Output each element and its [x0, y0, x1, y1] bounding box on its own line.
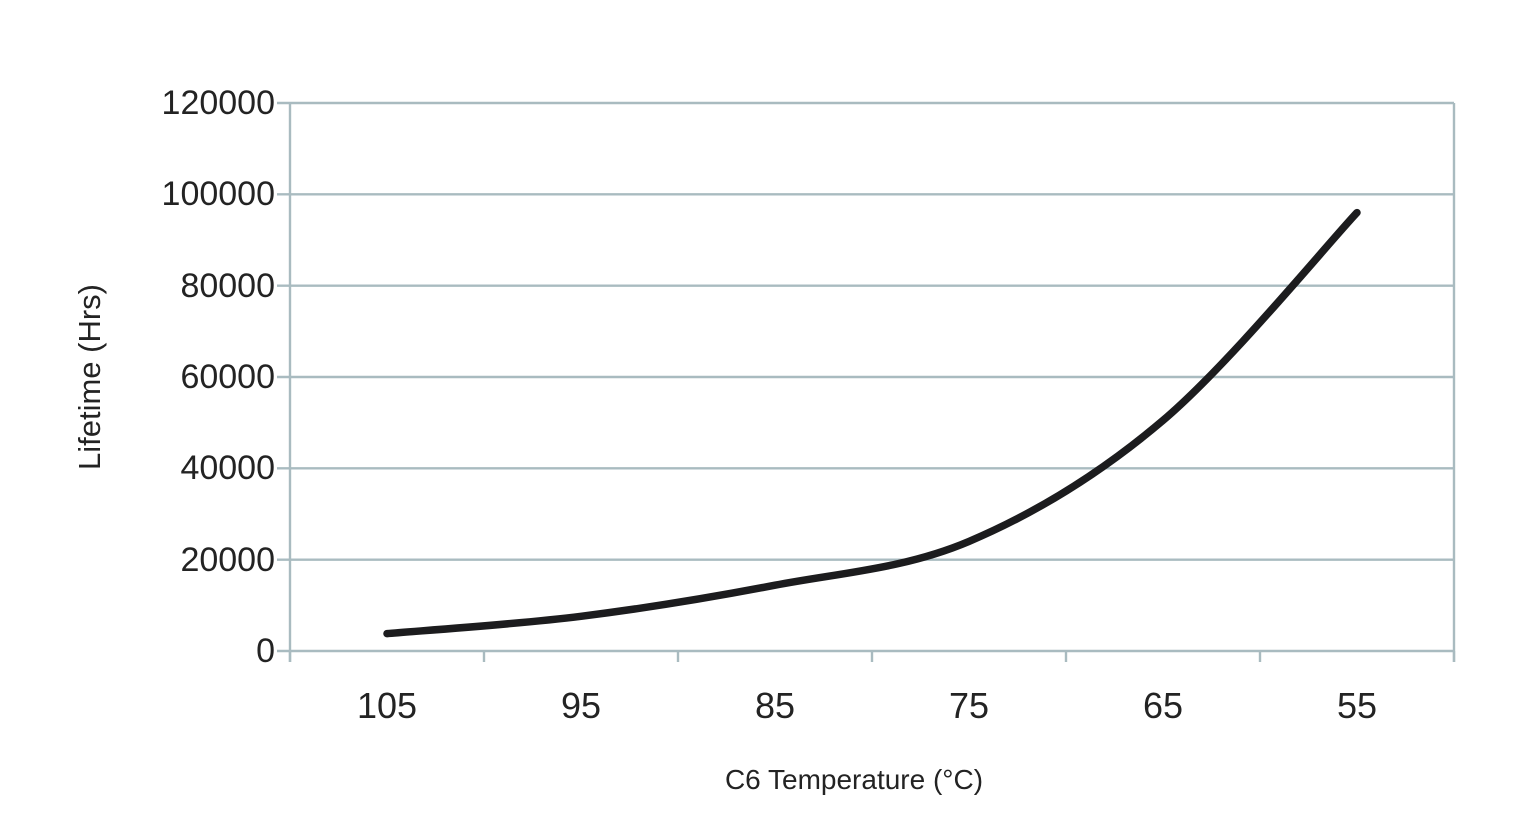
- y-tick-label: 40000: [180, 449, 275, 487]
- lifetime-curve: [383, 208, 1361, 638]
- x-tick-label: 95: [560, 685, 602, 726]
- x-tick-label: 105: [356, 685, 418, 726]
- x-tick-label: 75: [948, 685, 990, 726]
- y-axis-title: Lifetime (Hrs): [72, 283, 107, 471]
- y-tick-label: 100000: [161, 175, 275, 213]
- x-tick-label: 55: [1336, 685, 1378, 726]
- y-tick-label: 20000: [180, 541, 275, 579]
- x-axis-title: C6 Temperature (°C): [724, 764, 984, 795]
- y-tick-label: 0: [256, 632, 275, 670]
- x-tick-label: 85: [754, 685, 796, 726]
- y-tick-label: 60000: [180, 358, 275, 396]
- y-tick-label: 120000: [161, 84, 275, 122]
- y-tick-label: 80000: [180, 267, 275, 305]
- x-tick-label: 65: [1142, 685, 1184, 726]
